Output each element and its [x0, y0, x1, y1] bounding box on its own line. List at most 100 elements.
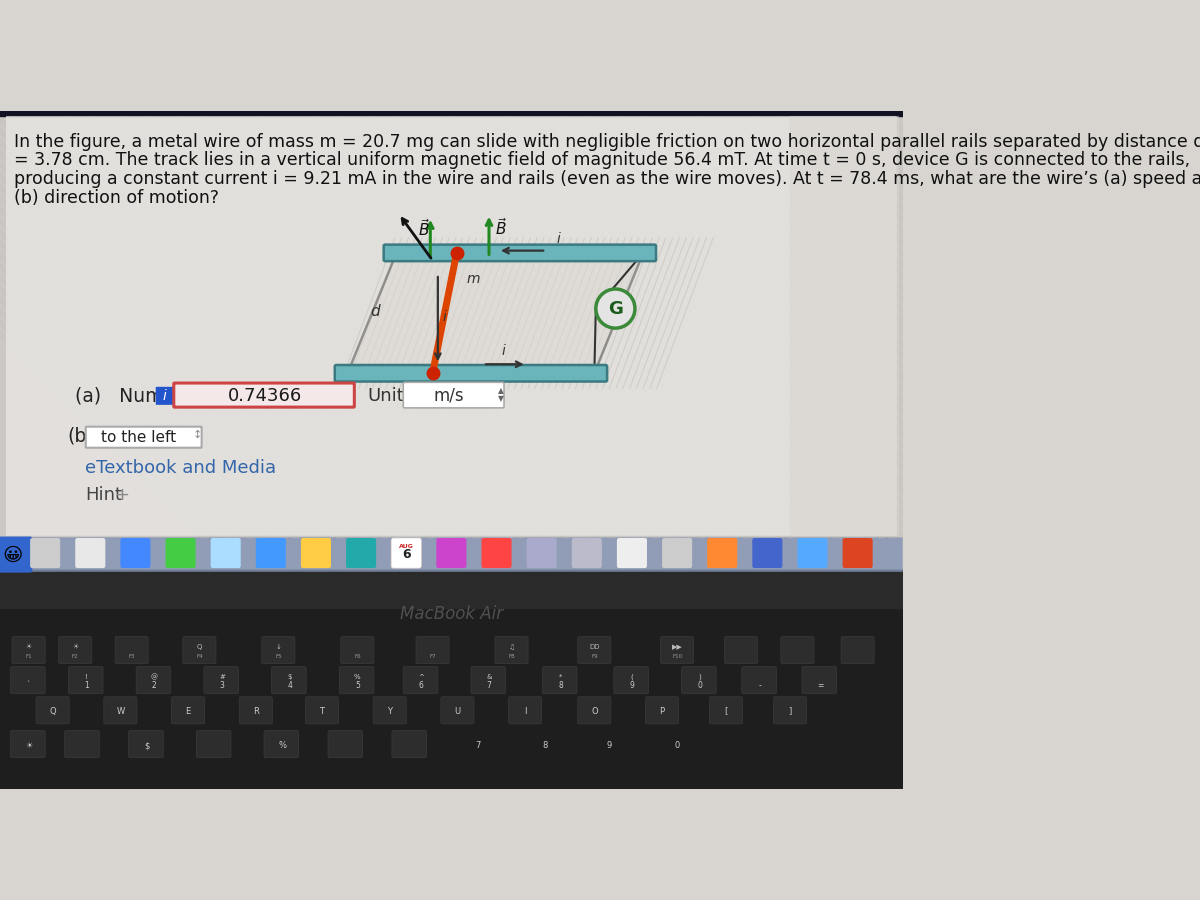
- FancyBboxPatch shape: [773, 697, 806, 724]
- Text: MacBook Air: MacBook Air: [400, 605, 503, 623]
- Polygon shape: [1038, 112, 1200, 539]
- Polygon shape: [1094, 112, 1200, 539]
- Polygon shape: [497, 112, 931, 539]
- FancyBboxPatch shape: [328, 731, 362, 758]
- Polygon shape: [0, 112, 367, 539]
- Polygon shape: [598, 112, 1033, 539]
- FancyBboxPatch shape: [335, 365, 607, 382]
- FancyBboxPatch shape: [470, 667, 505, 694]
- FancyBboxPatch shape: [798, 538, 828, 568]
- Polygon shape: [541, 112, 977, 539]
- FancyBboxPatch shape: [571, 538, 602, 568]
- Polygon shape: [34, 112, 469, 539]
- Polygon shape: [11, 112, 446, 539]
- FancyBboxPatch shape: [211, 538, 241, 568]
- Text: U: U: [455, 706, 461, 716]
- Text: Units: Units: [367, 387, 413, 405]
- Polygon shape: [0, 112, 242, 539]
- FancyBboxPatch shape: [11, 731, 46, 758]
- Text: F7: F7: [430, 653, 436, 659]
- FancyBboxPatch shape: [802, 667, 836, 694]
- Polygon shape: [892, 112, 1200, 539]
- Text: 0: 0: [697, 681, 702, 690]
- FancyBboxPatch shape: [437, 538, 467, 568]
- FancyBboxPatch shape: [166, 538, 196, 568]
- FancyBboxPatch shape: [128, 731, 163, 758]
- FancyBboxPatch shape: [384, 245, 656, 261]
- FancyBboxPatch shape: [440, 697, 474, 724]
- Text: &: &: [486, 674, 492, 680]
- Polygon shape: [248, 112, 683, 539]
- Polygon shape: [395, 112, 829, 539]
- Text: -: -: [758, 681, 761, 690]
- FancyBboxPatch shape: [174, 383, 354, 407]
- Polygon shape: [56, 112, 491, 539]
- Text: E: E: [186, 706, 191, 716]
- FancyBboxPatch shape: [264, 731, 299, 758]
- Text: ↓: ↓: [276, 644, 281, 650]
- Circle shape: [596, 289, 635, 328]
- Polygon shape: [485, 112, 920, 539]
- FancyBboxPatch shape: [120, 538, 150, 568]
- Polygon shape: [236, 112, 672, 539]
- Polygon shape: [971, 112, 1200, 539]
- Text: 9: 9: [607, 742, 612, 751]
- Text: @: @: [151, 674, 157, 680]
- Text: I: I: [524, 706, 527, 716]
- FancyBboxPatch shape: [68, 667, 103, 694]
- FancyBboxPatch shape: [340, 667, 374, 694]
- Text: 4: 4: [287, 681, 292, 690]
- Text: F6: F6: [354, 653, 361, 659]
- Polygon shape: [474, 112, 908, 539]
- Polygon shape: [102, 112, 536, 539]
- Polygon shape: [338, 112, 773, 539]
- Polygon shape: [271, 112, 706, 539]
- Polygon shape: [169, 112, 604, 539]
- FancyBboxPatch shape: [614, 667, 648, 694]
- Polygon shape: [46, 112, 480, 539]
- Text: F10: F10: [672, 653, 682, 659]
- Polygon shape: [632, 112, 1067, 539]
- Polygon shape: [835, 112, 1200, 539]
- Text: 3: 3: [220, 681, 224, 690]
- Polygon shape: [23, 112, 457, 539]
- Text: DD: DD: [589, 644, 600, 650]
- Polygon shape: [0, 112, 356, 539]
- Text: producing a constant current i = 9.21 mA in the wire and rails (even as the wire: producing a constant current i = 9.21 mA…: [13, 170, 1200, 188]
- FancyBboxPatch shape: [65, 731, 100, 758]
- Polygon shape: [812, 112, 1200, 539]
- Text: 7: 7: [475, 742, 480, 751]
- Polygon shape: [587, 112, 1021, 539]
- FancyBboxPatch shape: [707, 538, 737, 568]
- Text: ▼: ▼: [498, 393, 504, 402]
- Text: G: G: [608, 300, 623, 318]
- FancyBboxPatch shape: [0, 536, 32, 572]
- Text: T: T: [319, 706, 324, 716]
- Bar: [0, 571, 902, 788]
- Polygon shape: [902, 112, 1200, 539]
- FancyBboxPatch shape: [0, 537, 902, 572]
- Polygon shape: [0, 112, 209, 539]
- Text: F5: F5: [275, 653, 282, 659]
- Text: 8: 8: [542, 742, 548, 751]
- Polygon shape: [948, 112, 1200, 539]
- FancyBboxPatch shape: [30, 538, 60, 568]
- Text: $: $: [144, 742, 149, 751]
- FancyBboxPatch shape: [115, 636, 149, 663]
- Polygon shape: [203, 112, 638, 539]
- FancyBboxPatch shape: [725, 636, 757, 663]
- Text: F3: F3: [128, 653, 134, 659]
- Polygon shape: [146, 112, 582, 539]
- Polygon shape: [348, 253, 643, 374]
- Polygon shape: [520, 112, 954, 539]
- Polygon shape: [790, 112, 1200, 539]
- Polygon shape: [779, 112, 1200, 539]
- Text: ]: ]: [788, 706, 792, 716]
- Polygon shape: [463, 112, 898, 539]
- Polygon shape: [994, 112, 1200, 539]
- FancyBboxPatch shape: [752, 538, 782, 568]
- Text: AUG: AUG: [398, 544, 414, 549]
- Text: +: +: [114, 486, 130, 504]
- Polygon shape: [350, 112, 785, 539]
- FancyBboxPatch shape: [271, 667, 306, 694]
